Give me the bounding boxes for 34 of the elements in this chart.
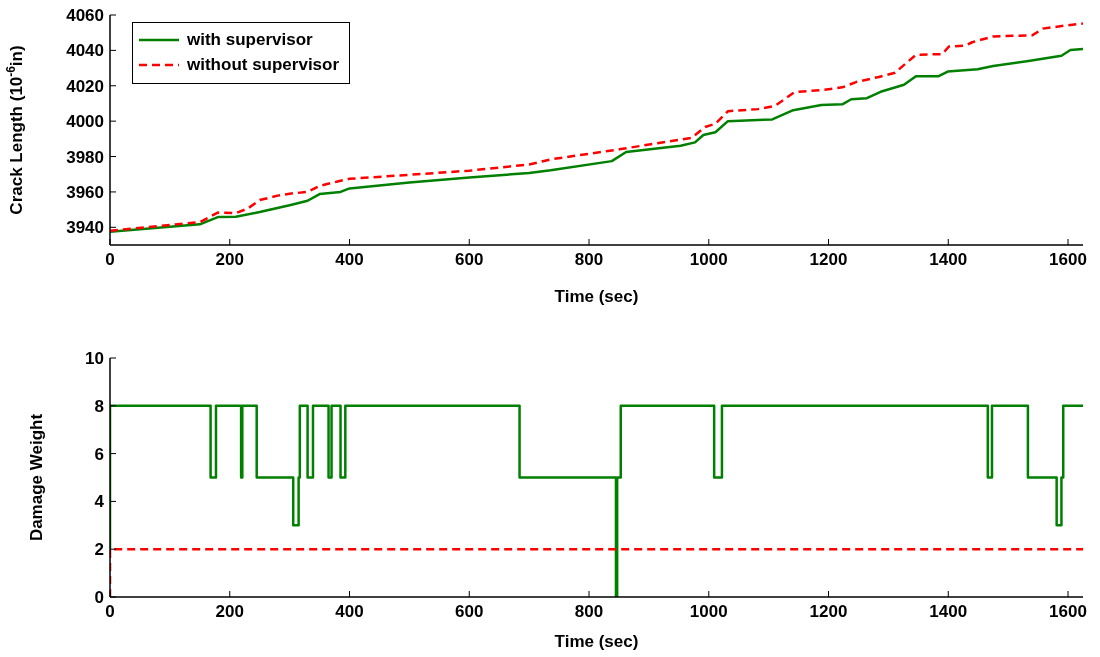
x-tick-label: 1200 — [809, 602, 848, 622]
y-tick-label: 0 — [94, 588, 104, 608]
legend-label: with supervisor — [187, 29, 313, 50]
x-tick-label: 1000 — [689, 250, 728, 270]
y-tick-label: 4000 — [66, 112, 104, 132]
y-tick-label: 8 — [94, 396, 104, 416]
x-tick-label: 1200 — [809, 250, 848, 270]
x-axis-title: Time (sec) — [554, 632, 639, 651]
y-tick-label: 3960 — [66, 182, 104, 202]
y-tick-label: 3940 — [66, 218, 104, 238]
x-tick-label: 200 — [215, 250, 244, 270]
x-tick-label: 200 — [215, 602, 244, 622]
x-tick-label: 1600 — [1049, 602, 1087, 622]
x-tick-label: 1400 — [929, 250, 968, 270]
x-tick-label: 800 — [574, 602, 604, 622]
x-tick-label: 400 — [335, 250, 364, 270]
y-tick-label: 4 — [94, 492, 105, 512]
y-tick-label: 3980 — [66, 147, 104, 167]
y-tick-label: 6 — [94, 444, 104, 464]
y-axis-title: Damage Weight — [27, 413, 46, 542]
x-tick-label: 600 — [455, 250, 484, 270]
x-tick-label: 1600 — [1049, 250, 1087, 270]
x-tick-label: 600 — [455, 602, 484, 622]
y-tick-label: 4060 — [66, 6, 104, 26]
x-axis-title: Time (sec) — [554, 287, 639, 306]
y-tick-label: 4040 — [66, 41, 104, 61]
y-tick-label: 2 — [94, 540, 104, 560]
y-tick-label: 10 — [85, 349, 104, 369]
x-tick-label: 800 — [574, 250, 604, 270]
y-tick-label: 4020 — [66, 76, 104, 96]
x-tick-label: 1400 — [929, 602, 968, 622]
legend-label: without supervisor — [187, 54, 340, 75]
x-tick-label: 400 — [335, 602, 364, 622]
x-tick-label: 1000 — [689, 602, 728, 622]
